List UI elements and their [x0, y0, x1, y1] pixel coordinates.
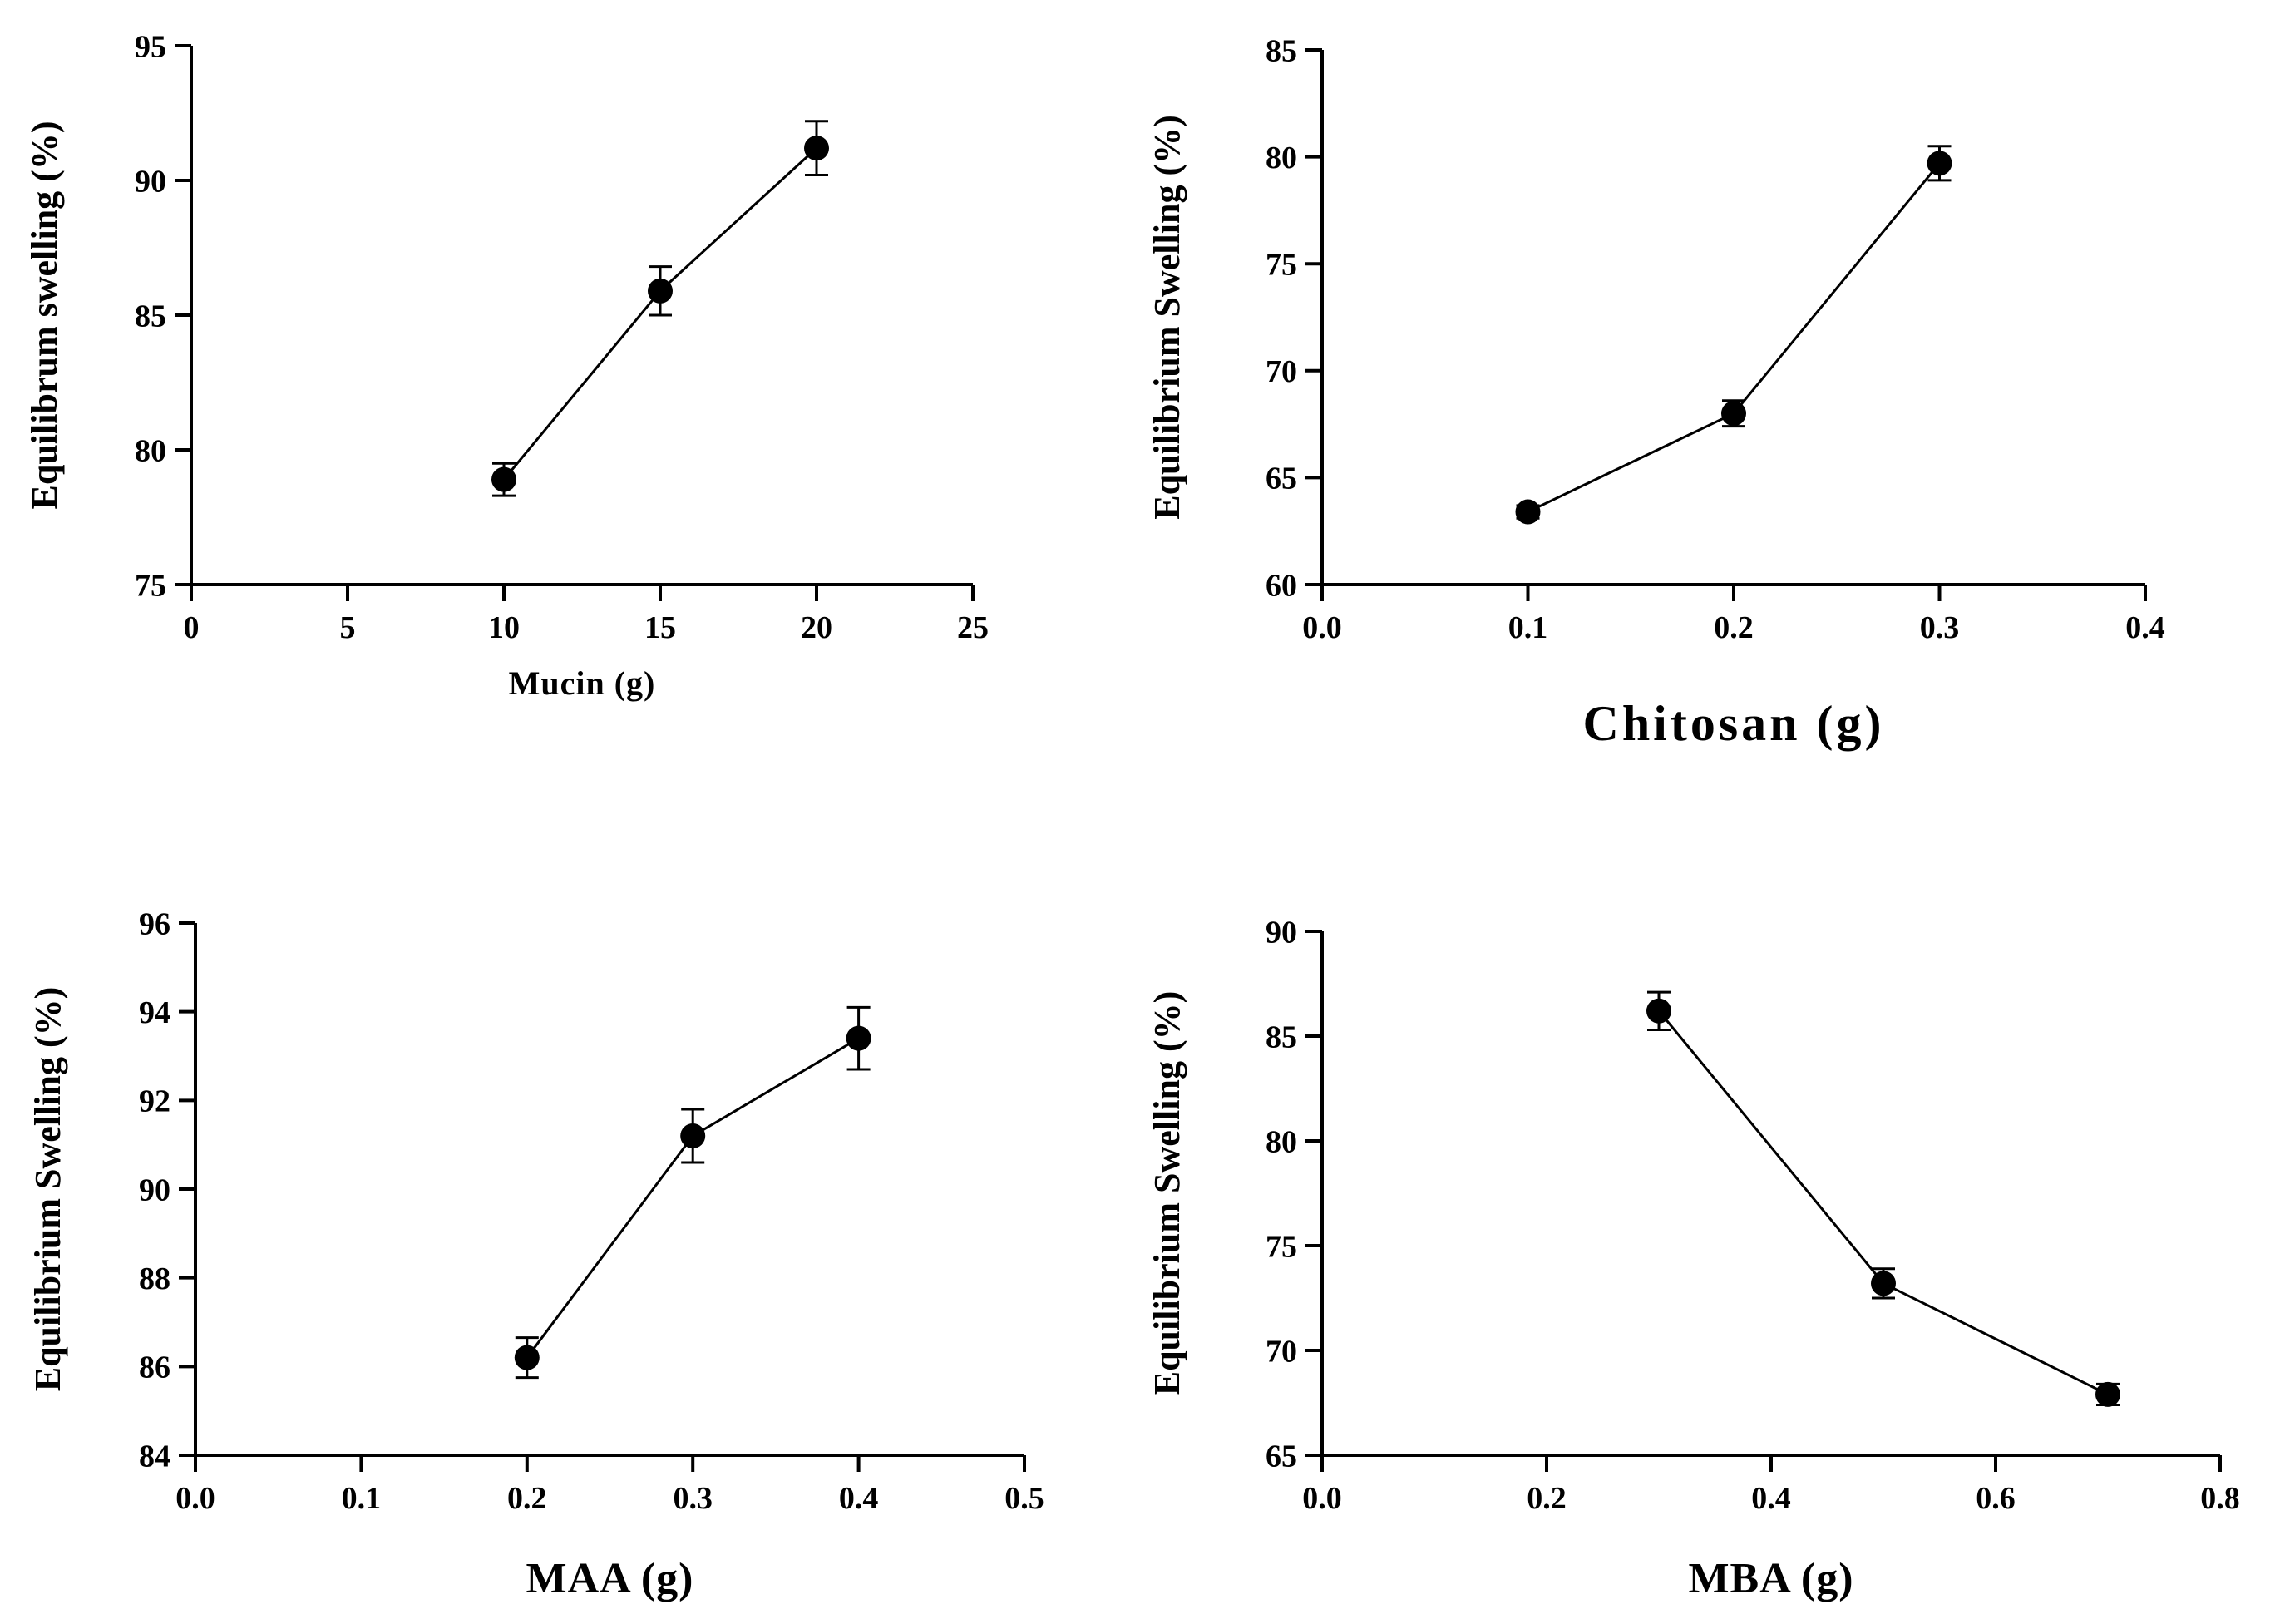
data-point — [804, 136, 829, 161]
x-tick-label: 15 — [644, 610, 676, 645]
chart-3: 84 86 88 90 92 94 96 0.0 0.1 0.2 0.3 0.4 0.5 MAA (g) E… — [27, 906, 1044, 1602]
y-tick-label: 65 — [1266, 1439, 1297, 1473]
x-tick-label: 0.2 — [507, 1481, 547, 1516]
x-tick-label: 0.1 — [342, 1481, 382, 1516]
x-tick-label: 0.1 — [1508, 610, 1548, 645]
x-tick-label: 0.2 — [1527, 1481, 1567, 1516]
y-tick-label: 80 — [1266, 141, 1297, 175]
x-tick-label: 0.6 — [1976, 1481, 2016, 1516]
x-tick-label: 0.4 — [2125, 610, 2165, 645]
x-tick-label: 0 — [184, 610, 200, 645]
y-tick-label: 94 — [139, 995, 170, 1030]
data-point — [846, 1025, 871, 1051]
data-point — [1515, 499, 1541, 525]
data-point — [1871, 1271, 1896, 1296]
x-tick-label: 0.3 — [1920, 610, 1960, 645]
data-point — [514, 1345, 540, 1370]
data-point — [1721, 401, 1746, 427]
x-tick-label: 25 — [957, 610, 989, 645]
y-tick-label: 65 — [1266, 462, 1297, 496]
data-point — [1927, 151, 1952, 176]
x-tick-label: 0.3 — [673, 1481, 713, 1516]
y-tick-label: 60 — [1266, 568, 1297, 603]
x-tick-label: 20 — [801, 610, 832, 645]
y-tick-label: 85 — [135, 299, 166, 333]
chart-4: 65 70 75 80 85 90 0.0 0.2 0.4 0.6 0.8 MBA (g) Equili… — [1147, 915, 2240, 1602]
y-axis-label: Equilibrum swelling (%) — [24, 121, 65, 510]
data-point — [2095, 1381, 2120, 1407]
x-tick-label: 0.4 — [839, 1481, 879, 1516]
x-tick-label: 0.4 — [1751, 1481, 1791, 1516]
x-tick-label: 0.0 — [175, 1481, 215, 1516]
y-axis-label: Equilibrium Swelling (%) — [1147, 115, 1187, 520]
x-tick-label: 10 — [488, 610, 520, 645]
x-tick-label: 0.8 — [2200, 1481, 2240, 1516]
data-point — [648, 278, 673, 304]
y-tick-label: 75 — [1266, 248, 1297, 283]
x-axis-label: Mucin (g) — [509, 664, 656, 702]
y-tick-label: 70 — [1266, 1334, 1297, 1369]
y-axis-label: Equilibrium Swelling (%) — [1147, 991, 1187, 1396]
y-tick-label: 75 — [135, 568, 166, 603]
x-axis-label: MAA (g) — [526, 1555, 694, 1602]
data-point — [491, 466, 516, 492]
y-tick-label: 85 — [1266, 1019, 1297, 1054]
y-tick-label: 80 — [135, 433, 166, 468]
y-tick-label: 92 — [139, 1084, 170, 1119]
chart-1: 75 80 85 90 95 0 5 10 15 20 25 Mucin (g) Equilibrum … — [24, 29, 989, 702]
y-tick-label: 70 — [1266, 354, 1297, 389]
series-line — [526, 1037, 860, 1359]
y-tick-label: 90 — [135, 164, 166, 199]
y-tick-label: 75 — [1266, 1229, 1297, 1264]
y-tick-label: 90 — [1266, 915, 1297, 950]
data-point — [680, 1123, 706, 1148]
y-axis-label: Equilibrium Swelling (%) — [27, 987, 68, 1392]
series-line — [1527, 162, 1941, 513]
y-tick-label: 95 — [135, 29, 166, 64]
x-tick-label: 5 — [340, 610, 356, 645]
x-axis-label: MBA (g) — [1688, 1555, 1853, 1602]
x-tick-label: 0.0 — [1302, 1481, 1342, 1516]
series-line — [1657, 1009, 2109, 1396]
x-tick-label: 0.5 — [1004, 1481, 1044, 1516]
y-tick-label: 96 — [139, 906, 170, 941]
y-tick-label: 86 — [139, 1350, 170, 1385]
y-tick-label: 90 — [139, 1172, 170, 1207]
x-axis-label: Chitosan (g) — [1582, 696, 1884, 751]
chart-2: 60 65 70 75 80 85 0.0 0.1 0.2 0.3 0.4 Chitosan (g) E… — [1147, 33, 2165, 751]
x-tick-label: 0.0 — [1302, 610, 1342, 645]
x-tick-label: 0.2 — [1714, 610, 1754, 645]
y-tick-label: 85 — [1266, 33, 1297, 68]
y-tick-label: 88 — [139, 1261, 170, 1296]
y-tick-label: 80 — [1266, 1124, 1297, 1159]
data-point — [1646, 998, 1671, 1024]
y-tick-label: 84 — [139, 1439, 170, 1473]
